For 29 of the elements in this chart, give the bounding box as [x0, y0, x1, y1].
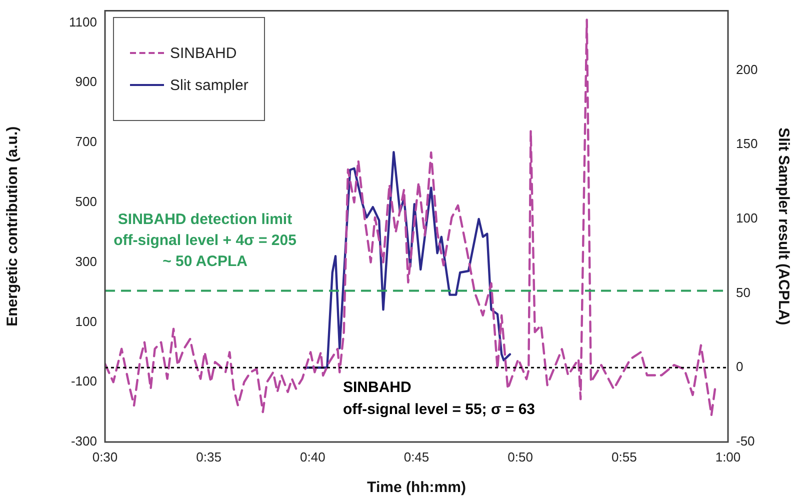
ref-line-label: SINBAHD detection limit off-signal level + 4σ = 205 ~ 50 ACPLA: [114, 210, 296, 270]
y-tick-label: 1100: [69, 14, 97, 30]
legend-label: Slit sampler: [170, 76, 248, 94]
y2-tick-label: 100: [736, 210, 758, 226]
y2-axis-title: Slit Sampler result (ACPLA): [774, 128, 792, 326]
x-tick-label: 0:55: [612, 449, 637, 464]
y2-tick-label: 150: [736, 136, 758, 152]
x-tick-label: 0:50: [508, 449, 533, 464]
x-axis-title: Time (hh:mm): [367, 479, 466, 496]
y-tick-label: 900: [75, 74, 97, 90]
x-tick-label: 0:35: [196, 449, 222, 464]
y-tick-label: 500: [75, 194, 97, 210]
x-tick-label: 0:40: [300, 449, 326, 464]
line-series: [105, 18, 717, 416]
legend-label: SINBAHD: [170, 44, 237, 62]
annotation: SINBAHD off-signal level = 55; σ = 63: [343, 378, 536, 418]
y-tick-label: 700: [75, 134, 97, 150]
y2-tick-label: 50: [736, 284, 750, 300]
y2-tick-label: 0: [736, 359, 744, 374]
x-tick-label: 0:45: [404, 449, 430, 464]
y-tick-label: 100: [75, 314, 97, 329]
y-axis-title: Energetic contribution (a.u.): [4, 126, 22, 326]
x-tick-label: 1:00: [715, 449, 741, 464]
y-tick-label: -100: [70, 374, 97, 389]
y-tick-label: -300: [70, 434, 97, 449]
x-tick-label: 0:30: [92, 449, 118, 464]
y2-tick-label: -50: [736, 434, 755, 449]
y-tick-label: 300: [75, 254, 97, 269]
y2-tick-label: 200: [736, 62, 758, 77]
